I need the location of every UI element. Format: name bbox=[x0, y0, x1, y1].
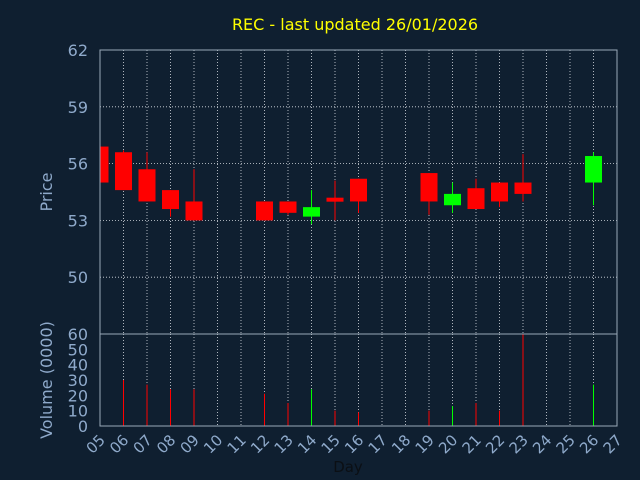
candle-body bbox=[514, 182, 532, 194]
x-tick: 20 bbox=[435, 431, 461, 457]
x-axis-label: Day bbox=[333, 458, 363, 476]
price-y-tick: 53 bbox=[68, 211, 88, 230]
price-y-tick: 62 bbox=[68, 41, 88, 60]
x-tick: 09 bbox=[177, 431, 203, 457]
volume-axis-label: Volume (0000) bbox=[37, 321, 56, 439]
volume-y-tick: 10 bbox=[68, 402, 88, 421]
x-tick: 23 bbox=[506, 431, 532, 457]
x-tick: 26 bbox=[576, 431, 602, 457]
candle-body bbox=[100, 146, 109, 183]
candle-body bbox=[444, 193, 461, 206]
x-tick: 13 bbox=[271, 431, 297, 457]
price-y-tick: 50 bbox=[68, 268, 88, 287]
price-y-tick: 59 bbox=[68, 98, 88, 117]
x-tick: 14 bbox=[294, 431, 320, 457]
candle-body bbox=[256, 201, 273, 221]
candle-body bbox=[326, 197, 344, 202]
candle-body bbox=[467, 188, 485, 210]
volume-y-tick: 0 bbox=[78, 417, 88, 436]
x-tick: 07 bbox=[130, 431, 156, 457]
x-tick: 22 bbox=[482, 431, 508, 457]
candle-body bbox=[185, 201, 203, 221]
x-tick: 11 bbox=[224, 431, 250, 457]
price-y-tick: 56 bbox=[68, 155, 88, 174]
volume-plot-border bbox=[99, 333, 618, 427]
price-y-tick-labels: 50 53 56 59 62 bbox=[68, 41, 88, 287]
x-tick: 16 bbox=[341, 431, 367, 457]
x-tick-labels: 0506070809101112131415161718192021222324… bbox=[83, 431, 626, 457]
candle-body bbox=[303, 207, 320, 217]
price-candles bbox=[99, 146, 602, 225]
x-tick: 06 bbox=[106, 431, 132, 457]
candle-body bbox=[491, 182, 508, 202]
candle-body bbox=[585, 156, 602, 183]
candle-body bbox=[162, 190, 179, 210]
x-tick: 18 bbox=[388, 431, 414, 457]
volume-y-tick: 50 bbox=[68, 340, 88, 359]
candle-body bbox=[350, 178, 367, 202]
x-tick: 19 bbox=[412, 431, 438, 457]
x-tick: 10 bbox=[200, 431, 226, 457]
chart-title: REC - last updated 26/01/2026 bbox=[232, 15, 478, 34]
x-tick: 12 bbox=[247, 431, 273, 457]
volume-y-tick: 30 bbox=[68, 371, 88, 390]
candle-body bbox=[138, 169, 156, 202]
price-axis-label: Price bbox=[37, 172, 56, 211]
x-tick: 08 bbox=[153, 431, 179, 457]
x-tick: 17 bbox=[365, 431, 391, 457]
x-tick: 15 bbox=[318, 431, 344, 457]
x-tick: 25 bbox=[553, 431, 579, 457]
x-tick: 27 bbox=[600, 431, 626, 457]
price-panel: 50 53 56 59 62 Price bbox=[37, 41, 618, 335]
volume-y-tick: 20 bbox=[68, 386, 88, 405]
volume-y-tick: 40 bbox=[68, 356, 88, 375]
volume-bars bbox=[123, 334, 594, 426]
candle-body bbox=[420, 173, 438, 202]
x-tick: 21 bbox=[459, 431, 485, 457]
volume-y-tick: 60 bbox=[68, 325, 88, 344]
candle-body bbox=[279, 201, 297, 213]
x-tick: 24 bbox=[529, 431, 555, 457]
candle-body bbox=[115, 152, 132, 191]
